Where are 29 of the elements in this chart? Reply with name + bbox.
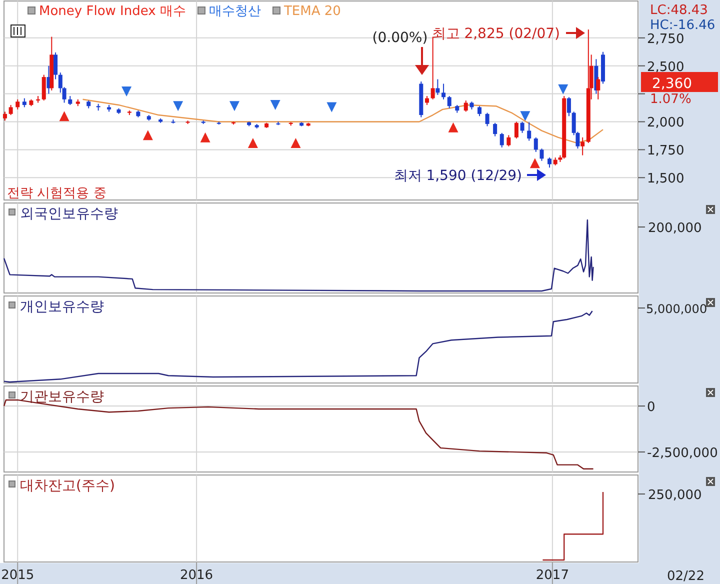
text: 매수청산 bbox=[208, 4, 261, 19]
chart-title: 대차잔고(주수) bbox=[20, 478, 115, 494]
annotation: (0.00%) bbox=[372, 30, 428, 46]
y-tick-label: 2,750 bbox=[647, 32, 684, 47]
chart-title: 외국인보유수량 bbox=[20, 206, 118, 222]
annotation: 최고 2,825 (02/07) bbox=[432, 26, 560, 42]
text: 02/22 bbox=[667, 569, 704, 584]
x-tick-label: 2016 bbox=[180, 568, 214, 583]
text: 5,000,000 bbox=[646, 302, 708, 316]
y-tick-label: 2,500 bbox=[647, 60, 684, 75]
annotation: 전략 시험적용 중 bbox=[7, 186, 106, 201]
text: TEMA 20 bbox=[282, 4, 341, 19]
text: 2,360 bbox=[652, 76, 692, 92]
chart-title: 기관보유수량 bbox=[20, 389, 104, 405]
y-tick-label: 0 bbox=[647, 400, 656, 416]
x-tick-label: 2015 bbox=[1, 568, 34, 583]
y-tick-label: 1,750 bbox=[647, 144, 684, 159]
text: 200,000 bbox=[648, 221, 702, 236]
text: HC:-16.46 bbox=[650, 18, 716, 33]
text: LC:48.43 bbox=[650, 3, 708, 18]
text: 1.07% bbox=[650, 92, 692, 107]
chart-title: 개인보유수량 bbox=[20, 299, 104, 315]
y-tick-label: -2,500,000 bbox=[647, 446, 718, 461]
text: 250,000 bbox=[648, 488, 702, 503]
annotation: 최저 1,590 (12/29) bbox=[394, 168, 522, 184]
x-tick-label: 2017 bbox=[536, 568, 569, 583]
text: Money Flow Index 매수 bbox=[39, 4, 186, 19]
y-tick-label: 2,000 bbox=[647, 116, 684, 131]
y-tick-label: 1,500 bbox=[647, 172, 684, 187]
